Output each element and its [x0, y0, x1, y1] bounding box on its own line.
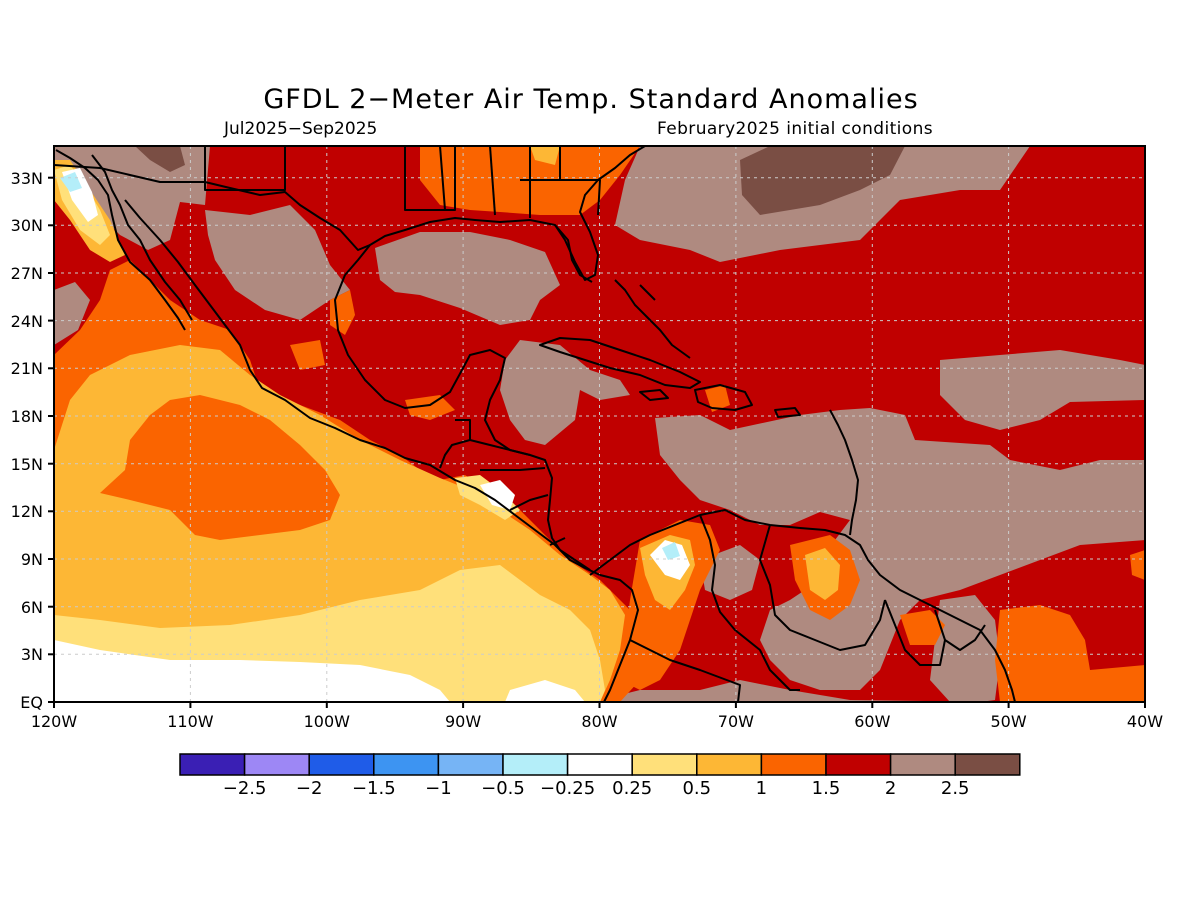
field-1-1-5	[1130, 550, 1145, 580]
field-1-1-5	[405, 395, 455, 420]
field-gt-2-5	[135, 146, 185, 172]
lon-label: 40W	[1127, 712, 1163, 731]
field-2-2-5	[375, 232, 560, 325]
colorbar-swatch	[696, 753, 763, 776]
lon-label: 60W	[854, 712, 890, 731]
field-2-2-5	[54, 146, 210, 250]
field-gt-2-5	[740, 146, 905, 215]
colorbar-swatch	[954, 753, 1021, 776]
colorbar-swatch	[502, 753, 569, 776]
field-1-1-5	[100, 395, 340, 540]
field-2-2-5	[940, 350, 1145, 430]
colorbar-swatch	[308, 753, 375, 776]
field-2-2-5	[500, 340, 630, 445]
anomaly-fields	[54, 146, 1145, 702]
field-0-5-1	[530, 146, 560, 165]
colorbar-label: −0.25	[540, 778, 595, 799]
field-2-2-5	[655, 408, 1145, 690]
coastlines	[54, 146, 1016, 702]
field-neg-0-25	[662, 542, 680, 560]
lon-label: 120W	[31, 712, 78, 731]
colorbar-label: 0.25	[612, 778, 652, 799]
colorbar-label: 0.5	[682, 778, 711, 799]
field-1-1-5	[900, 610, 945, 645]
lon-axis: 120W 110W 100W 90W 80W 70W 60W 50W 40W	[31, 702, 1163, 731]
colorbar-swatch	[179, 753, 246, 776]
field-2-2-5	[54, 282, 90, 345]
colorbar-swatch	[825, 753, 892, 776]
colorbar-swatch	[373, 753, 440, 776]
lat-label: 24N	[11, 312, 43, 331]
colorbar-label: 2	[885, 778, 896, 799]
field-1-1-5	[330, 290, 355, 335]
colorbar-swatch	[889, 753, 956, 776]
colorbar-swatch	[631, 753, 698, 776]
colorbar-swatch	[243, 753, 310, 776]
field-near-zero	[54, 640, 450, 702]
colorbar-label: 1.5	[812, 778, 841, 799]
colorbar-label: −0.5	[481, 778, 525, 799]
colorbar-label: 1	[756, 778, 767, 799]
colorbar-swatch	[437, 753, 504, 776]
grid-lines	[54, 146, 1145, 702]
colorbar-label: 2.5	[941, 778, 970, 799]
field-near-zero	[505, 680, 585, 702]
field-2-2-5	[205, 205, 350, 320]
colorbar-swatch	[760, 753, 827, 776]
lat-label: 18N	[11, 407, 43, 426]
colorbar-label: −2	[296, 778, 323, 799]
lat-label: 6N	[21, 598, 43, 617]
field-near-zero	[650, 540, 690, 580]
lon-label: 110W	[167, 712, 214, 731]
lat-label: 33N	[11, 169, 43, 188]
field-2-2-5	[600, 680, 1000, 702]
colorbar: −2.5 −2 −1.5 −1 −0.5 −0.25 0.25 0.5 1 1.5 2 2.5	[179, 753, 1021, 799]
lon-label: 70W	[718, 712, 754, 731]
lon-label: 100W	[304, 712, 351, 731]
field-2-2-5	[930, 595, 1000, 702]
colorbar-swatch	[566, 753, 633, 776]
lat-label: 12N	[11, 502, 43, 521]
map-title: GFDL 2−Meter Air Temp. Standard Anomalie…	[263, 84, 919, 115]
lat-label: 27N	[11, 264, 43, 283]
field-1-1-5	[290, 340, 325, 370]
forecast-period: Jul2025−Sep2025	[224, 119, 378, 139]
lat-label: 9N	[21, 550, 43, 569]
field-near-zero	[480, 480, 515, 510]
lat-label: 3N	[21, 645, 43, 664]
lon-label: 90W	[445, 712, 481, 731]
lat-label: EQ	[20, 693, 43, 712]
lon-label: 50W	[991, 712, 1027, 731]
initial-conditions: February2025 initial conditions	[657, 119, 934, 139]
field-1-1-5	[995, 605, 1145, 702]
lat-label: 21N	[11, 359, 43, 378]
colorbar-label: −1	[425, 778, 452, 799]
field-0-5-1	[805, 548, 840, 600]
field-1-1-5	[705, 385, 730, 412]
lat-axis: EQ 3N 6N 9N 12N 15N 18N 21N 24N 27N 30N …	[11, 169, 54, 712]
field-neg-0-25	[60, 172, 82, 192]
colorbar-label: −2.5	[223, 778, 267, 799]
lat-label: 15N	[11, 455, 43, 474]
colorbar-label: −1.5	[352, 778, 396, 799]
lon-label: 80W	[581, 712, 617, 731]
lat-label: 30N	[11, 216, 43, 235]
